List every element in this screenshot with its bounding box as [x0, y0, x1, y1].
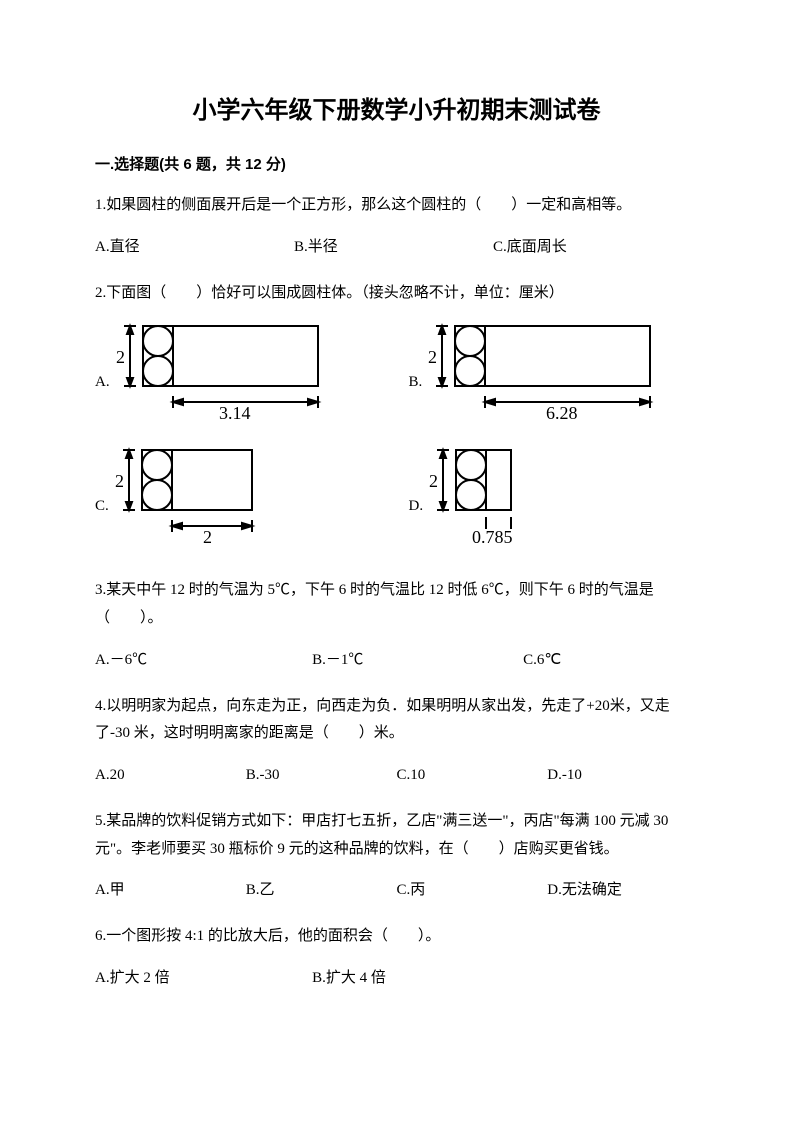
diag-c-height: 2	[115, 471, 124, 491]
q4-option-a: A.20	[95, 762, 246, 790]
q5-option-b: B.乙	[246, 877, 397, 905]
q3-option-b: B.－1℃	[312, 647, 523, 675]
question-3: 3.某天中午 12 时的气温为 5℃，下午 6 时的气温比 12 时低 6℃，则…	[95, 577, 698, 633]
q1-option-c: C.底面周长	[493, 234, 692, 262]
q2-label-c: C.	[95, 498, 109, 515]
question-5-options: A.甲 B.乙 C.丙 D.无法确定	[95, 877, 698, 905]
question-5: 5.某品牌的饮料促销方式如下：甲店打七五折，乙店"满三送一"，丙店"每满 100…	[95, 808, 698, 864]
q2-label-d: D.	[409, 498, 424, 515]
q2-diagram-row-1: A. 2 3.14 B.	[95, 321, 698, 421]
q2-diagram-d: 2 0.785	[427, 445, 547, 545]
question-4: 4.以明明家为起点，向东走为正，向西走为负．如果明明从家出发，先走了+20米，又…	[95, 693, 698, 749]
diag-d-width: 0.785	[472, 527, 513, 545]
q2-label-b: B.	[409, 374, 423, 391]
diag-a-height: 2	[116, 347, 125, 367]
q2-diagram-a: 2 3.14	[114, 321, 324, 421]
question-1-options: A.直径 B.半径 C.底面周长	[95, 234, 698, 262]
q3-option-a: A.－6℃	[95, 647, 312, 675]
q5-option-c: C.丙	[397, 877, 548, 905]
q3-option-c: C.6℃	[523, 647, 561, 675]
q4-option-d: D.-10	[547, 762, 698, 790]
question-6: 6.一个图形按 4:1 的比放大后，他的面积会（ ）。	[95, 923, 698, 951]
q4-option-c: C.10	[397, 762, 548, 790]
q5-option-d: D.无法确定	[547, 877, 698, 905]
q2-diagram-row-2: C. 2 2 D.	[95, 445, 698, 545]
diag-b-height: 2	[428, 347, 437, 367]
q2-diagram-c: 2 2	[113, 445, 263, 545]
q1-option-a: A.直径	[95, 234, 294, 262]
q1-option-b: B.半径	[294, 234, 493, 262]
diag-c-width: 2	[203, 527, 212, 545]
q4-option-b: B.-30	[246, 762, 397, 790]
question-1: 1.如果圆柱的侧面展开后是一个正方形，那么这个圆柱的（ ）一定和高相等。	[95, 192, 698, 220]
q6-option-b: B.扩大 4 倍	[312, 965, 386, 993]
q5-option-a: A.甲	[95, 877, 246, 905]
section-header: 一.选择题(共 6 题，共 12 分)	[95, 153, 698, 174]
q2-label-a: A.	[95, 374, 110, 391]
q6-option-a: A.扩大 2 倍	[95, 965, 312, 993]
diag-d-height: 2	[429, 471, 438, 491]
question-4-options: A.20 B.-30 C.10 D.-10	[95, 762, 698, 790]
question-2: 2.下面图（ ）恰好可以围成圆柱体。（接头忽略不计，单位：厘米）	[95, 280, 698, 308]
q2-diagram-b: 2 6.28	[426, 321, 656, 421]
diag-b-width: 6.28	[546, 403, 578, 421]
question-3-options: A.－6℃ B.－1℃ C.6℃	[95, 647, 698, 675]
diag-a-width: 3.14	[219, 403, 251, 421]
page-title: 小学六年级下册数学小升初期末测试卷	[95, 90, 698, 125]
question-6-options: A.扩大 2 倍 B.扩大 4 倍	[95, 965, 698, 993]
